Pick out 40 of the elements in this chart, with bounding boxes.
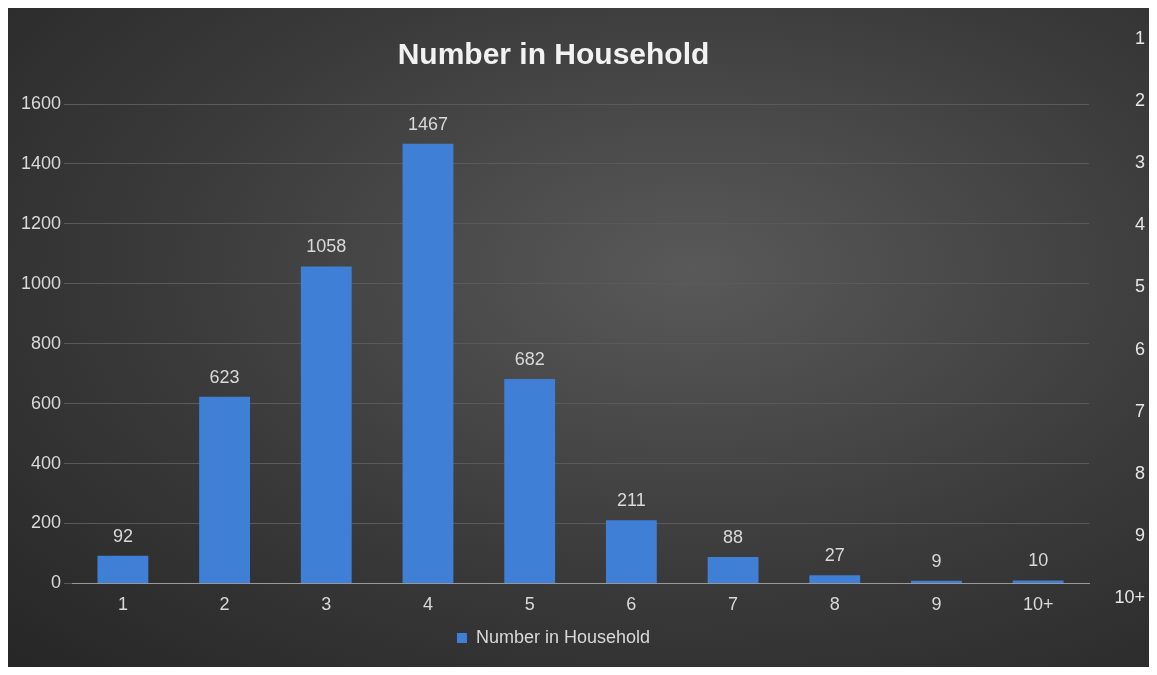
data-label: 88 <box>723 527 744 547</box>
y-tick-label: 200 <box>31 512 62 533</box>
data-label: 623 <box>209 366 240 387</box>
x-tick-label: 4 <box>422 594 433 615</box>
x-tick-label: 1 <box>117 594 128 615</box>
data-label: 682 <box>514 349 545 370</box>
x-tick-label: 10+ <box>1022 594 1054 615</box>
data-label: 92 <box>112 525 133 546</box>
data-label: 9 <box>931 550 942 571</box>
text: 2 <box>1134 90 1145 112</box>
y-tick-label: 1600 <box>21 92 62 113</box>
data-label: 1058 <box>306 236 347 257</box>
y-tick-label: 1400 <box>21 152 62 173</box>
text: 1 <box>1134 28 1145 49</box>
text: 6 <box>1134 338 1145 360</box>
y-tick-label: 0 <box>51 572 62 593</box>
x-tick-label: 7 <box>728 594 739 615</box>
text: 7 <box>1134 400 1145 422</box>
text: 9 <box>1134 524 1145 546</box>
data-label: 1467 <box>407 113 448 134</box>
text: 3 <box>1134 152 1145 174</box>
x-tick-label: 6 <box>626 594 637 615</box>
data-label: 10 <box>1028 550 1049 571</box>
legend-label: Number in Household <box>475 626 651 647</box>
x-tick-label: 3 <box>321 594 332 615</box>
data-label: 211 <box>617 490 646 511</box>
y-tick-label: 400 <box>31 452 62 473</box>
chart-title: Number in Household <box>397 37 710 71</box>
x-tick-label: 5 <box>524 594 535 615</box>
y-tick-label: 800 <box>31 332 62 353</box>
y-tick-label: 1000 <box>21 272 62 293</box>
y-tick-label: 1200 <box>21 212 62 233</box>
x-tick-label: 2 <box>219 594 230 615</box>
y-tick-label: 600 <box>31 392 62 413</box>
text: 8 <box>1134 462 1145 484</box>
x-tick-label: 8 <box>829 594 840 615</box>
text: 4 <box>1134 214 1145 236</box>
x-tick-label: 9 <box>931 594 942 615</box>
data-label: 27 <box>824 545 845 566</box>
text: 5 <box>1134 276 1145 298</box>
